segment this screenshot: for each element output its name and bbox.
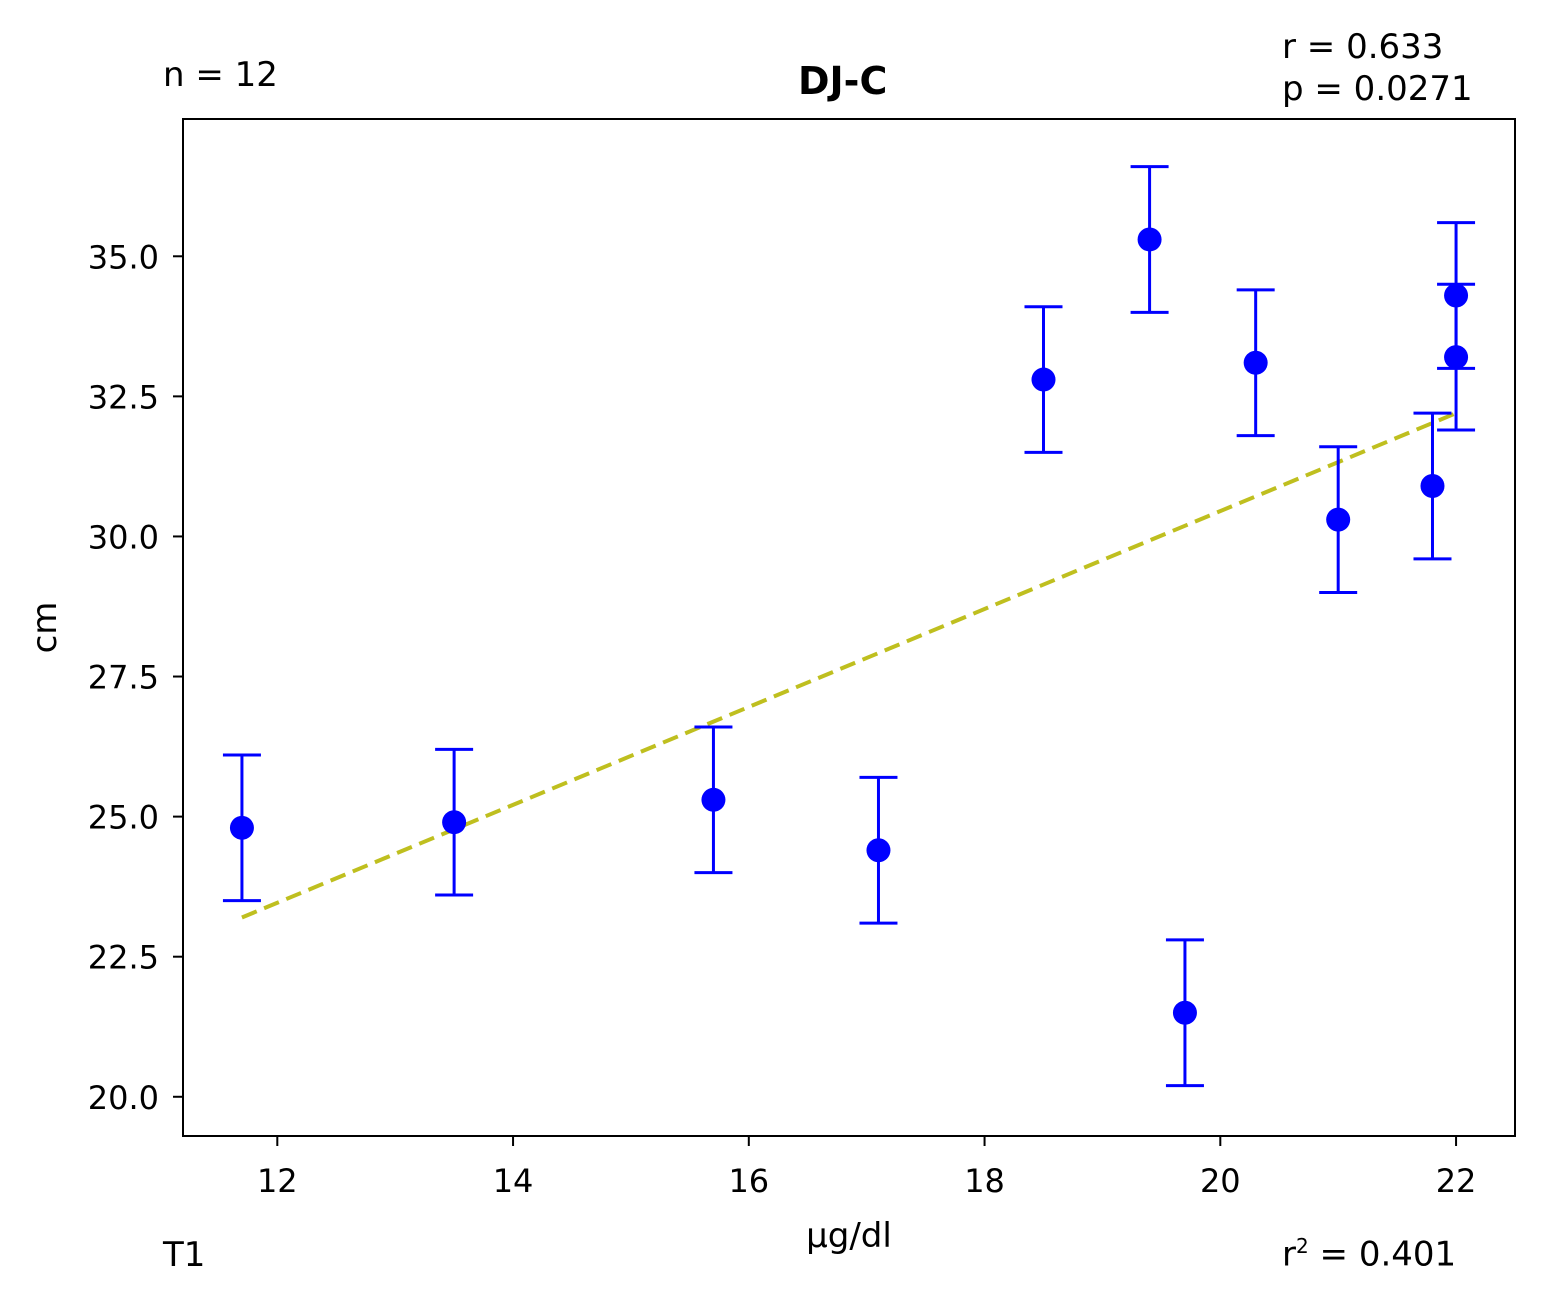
t1-annotation: T1	[163, 1235, 206, 1275]
x-tick-label: 14	[493, 1162, 534, 1200]
y-axis-label: cm	[25, 602, 65, 654]
x-tick-label: 18	[964, 1162, 1005, 1200]
data-point	[866, 838, 891, 863]
data-point	[1243, 350, 1268, 375]
data-point	[1326, 507, 1351, 532]
data-point	[1444, 345, 1469, 370]
x-tick-label: 20	[1200, 1162, 1241, 1200]
x-tick-label: 16	[728, 1162, 769, 1200]
y-tick-label: 27.5	[88, 659, 159, 697]
r-squared-value: = 0.401	[1308, 1234, 1457, 1275]
y-tick-label: 30.0	[88, 518, 159, 556]
r-annotation: r = 0.633	[1282, 27, 1444, 67]
r-squared-annotation: r2 = 0.401	[1282, 1236, 1456, 1271]
data-point	[701, 787, 726, 812]
regression-line	[241, 411, 1457, 920]
y-tick-label: 35.0	[88, 238, 159, 276]
y-tick-label: 22.5	[88, 939, 159, 977]
p-annotation: p = 0.0271	[1282, 69, 1473, 109]
data-point	[1172, 1000, 1197, 1025]
y-tick-label: 25.0	[88, 799, 159, 837]
x-tick-label: 22	[1436, 1162, 1477, 1200]
chart-title: DJ-C	[798, 59, 888, 103]
y-tick-label: 32.5	[88, 378, 159, 416]
x-axis-label: µg/dl	[806, 1216, 892, 1256]
r-squared-base: r	[1282, 1234, 1296, 1275]
data-point	[1137, 227, 1162, 252]
data-point	[229, 815, 254, 840]
n-annotation: n = 12	[163, 55, 278, 95]
r-squared-sup: 2	[1295, 1234, 1309, 1258]
data-point	[442, 810, 467, 835]
data-point	[1031, 367, 1056, 392]
y-tick-label: 20.0	[88, 1079, 159, 1117]
data-point	[1420, 474, 1445, 499]
x-tick-label: 12	[257, 1162, 298, 1200]
plot-frame	[182, 118, 1516, 1137]
